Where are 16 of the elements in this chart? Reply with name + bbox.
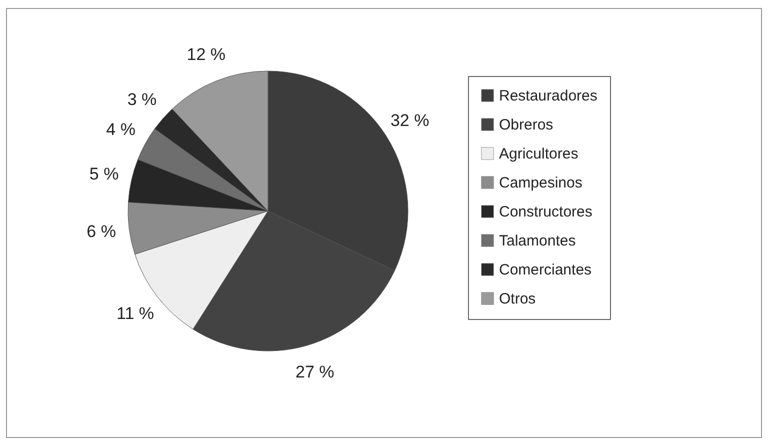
data-label: 32 %	[390, 110, 430, 130]
data-label: 5 %	[89, 164, 119, 184]
legend-label: Campesinos	[499, 174, 582, 192]
data-label: 27 %	[295, 362, 334, 382]
data-label: 4 %	[106, 120, 136, 140]
data-label: 12 %	[186, 44, 226, 64]
data-label: 11 %	[116, 304, 154, 323]
legend-label: Otros	[499, 290, 536, 308]
legend-label: Constructores	[499, 204, 592, 220]
legend-label: Obreros	[499, 116, 554, 134]
legend-label: Comerciantes	[499, 262, 592, 278]
data-label: 6 %	[86, 222, 116, 242]
data-label: 3 %	[127, 90, 157, 109]
legend-label: Restauradores	[499, 88, 598, 104]
legend-label: Talamontes	[499, 232, 576, 250]
legend-label: Agricultores	[499, 146, 578, 162]
